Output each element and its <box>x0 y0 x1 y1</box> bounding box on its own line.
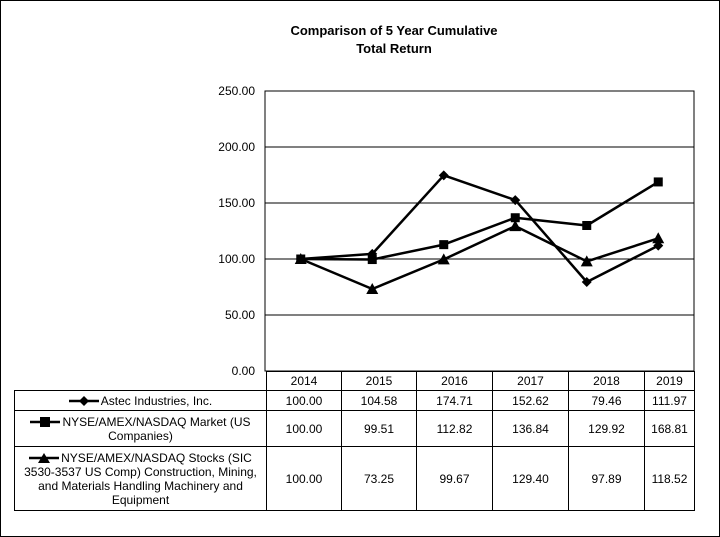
table-cell: 99.67 <box>416 446 493 511</box>
diamond-marker-icon <box>68 396 99 407</box>
year-header: 2016 <box>416 371 493 391</box>
diamond-data-point <box>438 170 449 181</box>
data-table: 2014 2015 2016 2017 2018 2019 Astec Indu… <box>14 371 695 511</box>
table-row-astec: Astec Industries, Inc. 100.00 104.58 174… <box>14 390 695 411</box>
year-header: 2014 <box>266 371 342 391</box>
table-cell: 136.84 <box>492 410 569 447</box>
table-cell: 129.92 <box>568 410 645 447</box>
year-header: 2017 <box>492 371 569 391</box>
triangle-data-point <box>580 255 593 267</box>
table-cell: 168.81 <box>644 410 695 447</box>
square-data-point <box>439 240 449 250</box>
year-header: 2018 <box>568 371 645 391</box>
table-cell: 99.51 <box>341 410 417 447</box>
y-tick-label: 150.00 <box>218 196 255 210</box>
table-corner <box>14 371 267 391</box>
series-name: Astec Industries, Inc. <box>100 393 213 408</box>
legend-entry-astec: Astec Industries, Inc. <box>14 390 267 411</box>
table-cell: 129.40 <box>492 446 569 511</box>
series-name: NYSE/AMEX/NASDAQ Stocks (SIC 3530-3537 U… <box>24 450 257 507</box>
table-cell: 174.71 <box>416 390 493 411</box>
square-marker-icon <box>30 417 61 428</box>
diamond-data-point <box>510 195 521 206</box>
table-cell: 100.00 <box>266 410 342 447</box>
y-tick-label: 50.00 <box>225 308 255 322</box>
legend-entry-market: NYSE/AMEX/NASDAQ Market (US Companies) <box>14 410 267 447</box>
table-row-sic: NYSE/AMEX/NASDAQ Stocks (SIC 3530-3537 U… <box>14 446 695 511</box>
table-cell: 118.52 <box>644 446 695 511</box>
triangle-data-point <box>652 232 665 244</box>
table-cell: 79.46 <box>568 390 645 411</box>
table-cell: 100.00 <box>266 446 342 511</box>
series-line-3 <box>300 224 659 291</box>
year-header: 2019 <box>644 371 695 391</box>
legend-entry-sic: NYSE/AMEX/NASDAQ Stocks (SIC 3530-3537 U… <box>14 446 267 511</box>
diamond-data-point <box>581 277 592 288</box>
triangle-data-point <box>366 282 379 294</box>
square-data-point <box>367 255 377 265</box>
y-tick-label: 250.00 <box>218 84 255 98</box>
table-cell: 111.97 <box>644 390 695 411</box>
table-cell: 104.58 <box>341 390 417 411</box>
y-tick-label: 100.00 <box>218 252 255 266</box>
table-cell: 152.62 <box>492 390 569 411</box>
square-data-point <box>510 213 520 223</box>
table-cell: 100.00 <box>266 390 342 411</box>
square-data-point <box>653 177 663 187</box>
y-tick-label: 200.00 <box>218 140 255 154</box>
year-header: 2015 <box>341 371 417 391</box>
table-header-row: 2014 2015 2016 2017 2018 2019 <box>14 371 695 391</box>
table-row-market: NYSE/AMEX/NASDAQ Market (US Companies) 1… <box>14 410 695 447</box>
square-data-point <box>582 220 592 230</box>
table-cell: 112.82 <box>416 410 493 447</box>
series-line-1 <box>300 174 659 284</box>
series-name: NYSE/AMEX/NASDAQ Market (US Companies) <box>62 414 251 443</box>
series-line-2 <box>300 180 659 261</box>
triangle-data-point <box>437 253 450 265</box>
table-cell: 73.25 <box>341 446 417 511</box>
triangle-marker-icon <box>29 453 60 464</box>
chart-title: Comparison of 5 Year Cumulative Total Re… <box>290 23 498 56</box>
triangle-data-point <box>294 253 307 264</box>
table-cell: 97.89 <box>568 446 645 511</box>
triangle-data-point <box>509 220 522 232</box>
